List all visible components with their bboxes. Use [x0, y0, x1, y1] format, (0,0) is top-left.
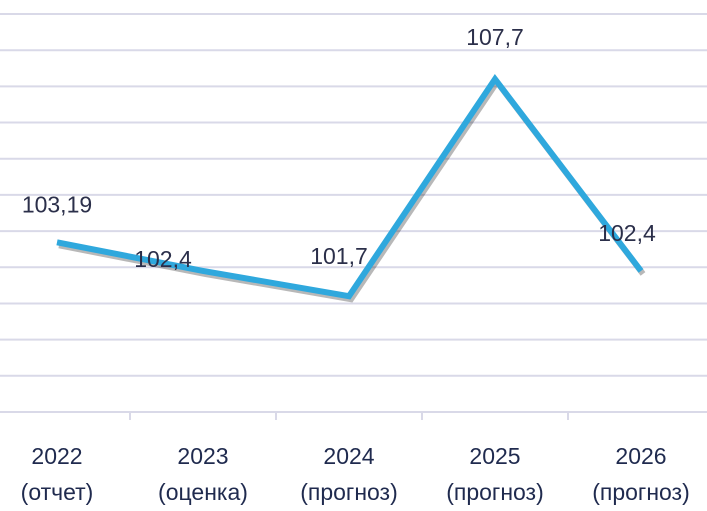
x-tick-label-year: 2025 [469, 443, 520, 469]
series [56, 73, 646, 303]
data-label: 101,7 [310, 243, 368, 269]
x-tick-label-note: (отчет) [21, 479, 94, 505]
x-tick-label-year: 2023 [177, 443, 228, 469]
x-tick-labels: 2022 (отчет) 2023 (оценка) 2024 (прогноз) 2025… [21, 443, 690, 505]
data-label: 102,4 [598, 220, 656, 246]
series-line [56, 73, 644, 300]
gridlines [0, 13, 707, 377]
data-label: 102,4 [134, 246, 192, 272]
x-tick-label-year: 2024 [323, 443, 374, 469]
data-label: 103,19 [22, 191, 92, 217]
x-tick-label-year: 2022 [31, 443, 82, 469]
data-label: 107,7 [466, 24, 524, 50]
x-axis [0, 411, 707, 420]
x-tick-label-note: (прогноз) [446, 479, 544, 505]
x-tick-label-note: (прогноз) [592, 479, 690, 505]
data-labels: 103,19 102,4 101,7 107,7 102,4 [22, 24, 656, 272]
x-tick-label-year: 2026 [615, 443, 666, 469]
x-tick-label-note: (оценка) [158, 479, 248, 505]
x-tick-label-note: (прогноз) [300, 479, 398, 505]
